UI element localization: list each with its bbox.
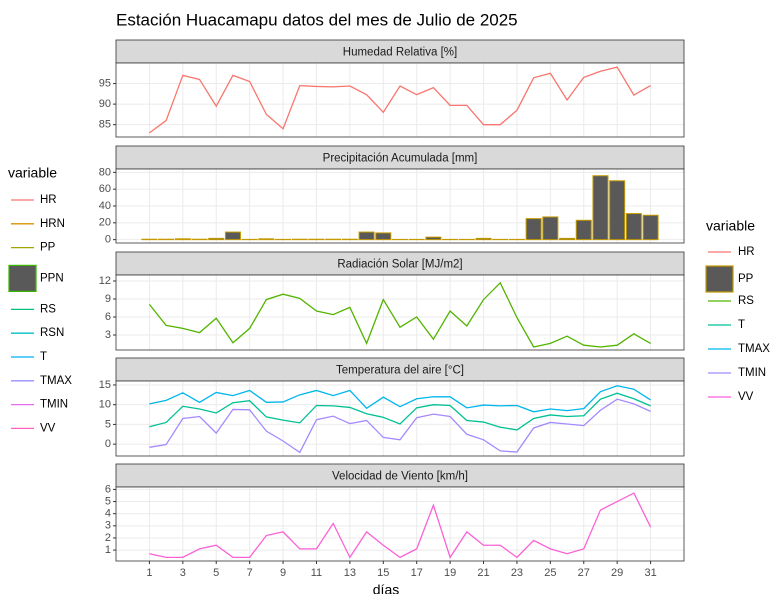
legend-label: T (40, 351, 47, 363)
bar (375, 232, 392, 241)
y-tick-label: 12 (99, 275, 111, 287)
legend-label: VV (40, 422, 56, 434)
bar (224, 231, 241, 241)
y-tick-label: 15 (99, 379, 111, 391)
y-tick-label: 20 (99, 217, 111, 229)
line (148, 281, 651, 348)
bar (525, 218, 542, 241)
y-tick-label: 2 (105, 532, 111, 544)
chart-title: Estación Huacamapu datos del mes de Juli… (116, 10, 518, 29)
x-tick-label: 7 (247, 567, 253, 579)
y-tick-label: 5 (105, 495, 111, 507)
y-tick-label: 3 (105, 520, 111, 532)
y-tick-label: 95 (99, 77, 111, 89)
y-tick-label: 85 (99, 119, 111, 131)
bar (575, 219, 592, 241)
x-tick-label: 1 (146, 567, 152, 579)
strip-title: Temperatura del aire [°C] (336, 365, 464, 377)
legend-label: RSN (40, 327, 64, 339)
line (149, 385, 651, 413)
y-tick-label: 1 (105, 544, 111, 556)
legend-label: TMAX (40, 375, 72, 387)
strip-title: Radiación Solar [MJ/m2] (337, 259, 462, 271)
bar (559, 237, 576, 241)
panel (116, 275, 684, 350)
x-tick-label: 31 (644, 567, 656, 579)
legend-label: HR (738, 246, 755, 258)
line (149, 398, 651, 454)
panel (116, 381, 684, 456)
bar (208, 237, 225, 241)
legend-label: PPN (40, 272, 64, 284)
strip-title: Velocidad de Viento [km/h] (332, 471, 468, 483)
line (149, 492, 652, 559)
bar (258, 238, 275, 241)
y-tick-label: 40 (99, 200, 111, 212)
legend-label: HRN (40, 218, 65, 230)
x-tick-label: 15 (377, 567, 389, 579)
bar (592, 175, 609, 241)
line (149, 66, 651, 134)
legend-label: PP (738, 273, 754, 285)
x-tick-label: 17 (411, 567, 423, 579)
x-tick-label: 25 (544, 567, 556, 579)
panel-border (115, 62, 685, 138)
bar (625, 213, 642, 241)
legend-label: T (738, 319, 745, 331)
y-tick-label: 6 (105, 311, 111, 323)
strip-title: Humedad Relativa [%] (343, 47, 457, 59)
y-tick-label: 5 (105, 418, 111, 430)
legend-label: VV (738, 391, 754, 403)
legend-key (8, 264, 37, 292)
x-tick-label: 13 (344, 567, 356, 579)
legend-title: variable (706, 218, 755, 234)
y-tick-label: 60 (99, 183, 111, 195)
y-tick-label: 90 (99, 98, 111, 110)
y-tick-label: 0 (105, 234, 111, 246)
legend-label: HR (40, 194, 57, 206)
legend-label: TMAX (738, 343, 770, 355)
panel-border (115, 380, 685, 457)
bar (358, 231, 375, 241)
y-tick-label: 9 (105, 293, 111, 305)
x-tick-label: 5 (213, 567, 219, 579)
bar (174, 238, 191, 241)
y-tick-label: 3 (105, 329, 111, 341)
bar (542, 216, 559, 241)
bar (475, 237, 492, 241)
x-tick-label: 29 (611, 567, 623, 579)
x-tick-label: 19 (444, 567, 456, 579)
line (149, 392, 651, 431)
bar (425, 236, 442, 241)
y-tick-label: 4 (105, 508, 111, 520)
legend-key (705, 265, 734, 293)
y-tick-label: 0 (105, 438, 111, 450)
legend-label: RS (40, 303, 56, 315)
panel (116, 63, 684, 137)
y-tick-label: 10 (99, 399, 111, 411)
legend-title: variable (8, 165, 57, 181)
x-tick-label: 9 (280, 567, 286, 579)
y-tick-label: 6 (105, 483, 111, 495)
legend-label: PP (40, 242, 56, 254)
panel-border (115, 486, 685, 562)
x-tick-label: 21 (477, 567, 489, 579)
x-tick-label: 27 (578, 567, 590, 579)
x-tick-label: 3 (180, 567, 186, 579)
legend-label: TMIN (40, 399, 68, 411)
legend-label: TMIN (738, 367, 766, 379)
x-axis-label: días (373, 582, 399, 594)
strip-title: Precipitación Acumulada [mm] (323, 153, 478, 165)
panel-border (115, 168, 685, 244)
y-tick-label: 80 (99, 166, 111, 178)
x-tick-label: 23 (511, 567, 523, 579)
bar (609, 180, 626, 241)
panel (116, 487, 684, 561)
panel-border (115, 274, 685, 351)
x-tick-label: 11 (311, 567, 322, 579)
legend-label: RS (738, 295, 754, 307)
bar (642, 214, 659, 241)
